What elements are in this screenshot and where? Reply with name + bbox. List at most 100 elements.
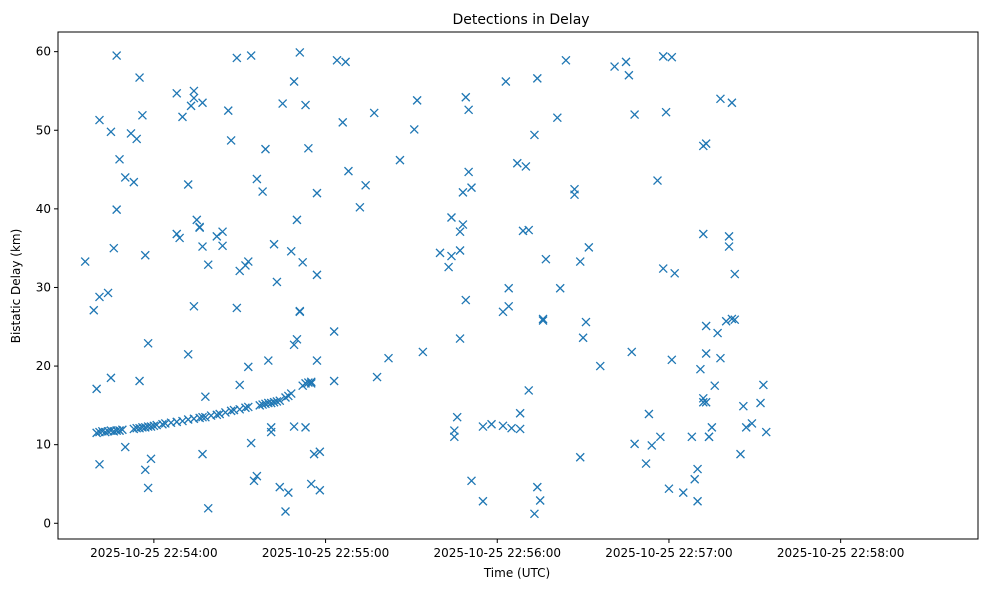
data-point bbox=[306, 378, 316, 388]
data-point bbox=[289, 340, 299, 350]
data-point bbox=[312, 356, 322, 366]
data-point bbox=[129, 177, 139, 187]
data-point bbox=[464, 105, 474, 115]
data-point bbox=[295, 307, 305, 317]
data-point bbox=[261, 144, 270, 154]
data-point bbox=[730, 315, 740, 325]
data-point bbox=[538, 314, 548, 324]
y-tick-label: 20 bbox=[36, 359, 51, 373]
data-point bbox=[515, 408, 525, 418]
data-point bbox=[409, 125, 419, 134]
data-point bbox=[266, 422, 276, 432]
data-point bbox=[698, 393, 708, 403]
data-point bbox=[578, 333, 588, 343]
data-point bbox=[695, 364, 705, 374]
data-point bbox=[721, 316, 731, 326]
data-point bbox=[192, 215, 202, 225]
data-point bbox=[715, 94, 725, 104]
data-point bbox=[644, 409, 654, 419]
y-tick-label: 30 bbox=[36, 280, 51, 294]
data-point bbox=[449, 426, 459, 435]
x-tick-label: 2025-10-25 22:54:00 bbox=[90, 546, 217, 560]
data-point bbox=[189, 86, 199, 96]
y-tick-label: 40 bbox=[36, 202, 51, 216]
data-point bbox=[218, 241, 228, 251]
x-axis: 2025-10-25 22:54:00 2025-10-25 22:55:00 20… bbox=[90, 539, 904, 560]
data-point bbox=[343, 166, 353, 176]
data-point bbox=[435, 248, 445, 258]
data-point bbox=[581, 317, 591, 327]
data-point bbox=[515, 424, 525, 434]
data-point bbox=[655, 432, 665, 442]
data-point bbox=[501, 77, 511, 86]
data-point bbox=[658, 51, 668, 61]
data-point bbox=[301, 100, 310, 110]
data-point bbox=[143, 338, 153, 348]
data-point bbox=[126, 128, 136, 138]
data-point bbox=[701, 139, 711, 149]
data-point bbox=[658, 264, 668, 274]
data-point bbox=[701, 349, 711, 358]
data-point bbox=[329, 376, 339, 386]
data-point bbox=[203, 260, 213, 270]
data-point bbox=[715, 353, 725, 363]
data-point bbox=[235, 380, 245, 390]
data-point bbox=[109, 243, 119, 253]
data-point bbox=[195, 223, 205, 233]
data-point bbox=[412, 95, 422, 105]
data-point bbox=[661, 107, 671, 117]
data-point bbox=[504, 301, 514, 311]
data-point bbox=[504, 283, 514, 293]
data-point bbox=[570, 190, 579, 200]
data-point bbox=[455, 246, 465, 255]
data-point bbox=[157, 419, 167, 429]
data-point bbox=[95, 292, 104, 302]
data-point bbox=[275, 396, 285, 406]
data-point bbox=[306, 377, 316, 387]
data-point bbox=[120, 442, 130, 452]
data-point bbox=[461, 295, 471, 305]
data-point bbox=[203, 503, 213, 513]
x-tick-label: 2025-10-25 22:57:00 bbox=[605, 546, 732, 560]
data-point bbox=[552, 113, 562, 123]
data-point bbox=[707, 422, 717, 432]
data-point bbox=[487, 419, 496, 429]
data-point bbox=[529, 509, 539, 519]
data-point bbox=[223, 106, 233, 116]
data-point bbox=[112, 51, 122, 61]
data-point bbox=[292, 334, 302, 344]
data-point bbox=[212, 410, 222, 420]
data-point bbox=[698, 229, 708, 239]
data-point bbox=[286, 389, 296, 399]
data-point bbox=[761, 427, 771, 437]
data-point bbox=[455, 334, 465, 344]
y-tick-label: 60 bbox=[36, 45, 51, 59]
data-point bbox=[693, 496, 703, 506]
data-point bbox=[532, 482, 542, 492]
data-point bbox=[112, 205, 122, 215]
data-point bbox=[338, 117, 348, 127]
data-point bbox=[458, 187, 468, 197]
data-point bbox=[149, 421, 159, 431]
data-point bbox=[630, 110, 640, 119]
data-point bbox=[690, 474, 700, 484]
data-point bbox=[95, 115, 104, 125]
data-point bbox=[137, 110, 147, 120]
data-point bbox=[447, 213, 456, 222]
data-point bbox=[713, 328, 723, 338]
data-point bbox=[189, 301, 199, 311]
data-point bbox=[449, 432, 459, 442]
data-point bbox=[252, 174, 262, 184]
data-point bbox=[135, 73, 145, 83]
data-point bbox=[647, 441, 657, 450]
data-point bbox=[395, 155, 405, 165]
data-point bbox=[535, 496, 545, 505]
data-point bbox=[100, 427, 110, 437]
data-point bbox=[575, 257, 585, 266]
data-point bbox=[240, 403, 250, 413]
data-point bbox=[461, 92, 471, 102]
data-point bbox=[524, 225, 534, 235]
y-axis-label: Bistatic Delay (km) bbox=[9, 229, 23, 344]
data-point bbox=[507, 423, 517, 433]
